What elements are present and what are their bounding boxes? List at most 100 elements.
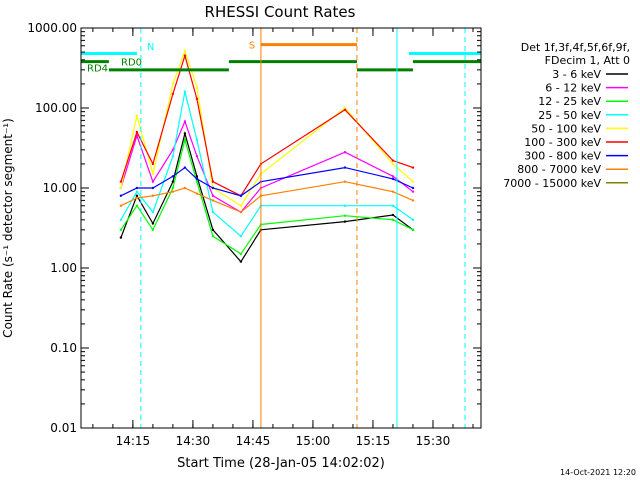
y-tick-label: 10.00 [43, 181, 77, 195]
series-point [151, 172, 155, 176]
series-point [151, 222, 155, 225]
legend-entry-label: 6 - 12 keV [545, 82, 601, 95]
series-point [171, 82, 175, 86]
legend-entry-label: 300 - 800 keV [524, 150, 601, 163]
series-point [391, 190, 395, 193]
series-point [171, 175, 175, 178]
series-point [119, 236, 123, 239]
x-tick-label: 15:15 [356, 434, 391, 448]
series-point [119, 228, 123, 232]
y-tick-label: 100.00 [35, 101, 77, 115]
series-point [195, 175, 199, 178]
legend-header: Det 1f,3f,4f,5f,6f,9f, [521, 41, 630, 54]
series-line [120, 91, 414, 238]
series-point [151, 180, 155, 183]
plot-frame [80, 27, 482, 429]
series-point [239, 252, 243, 256]
series-point [195, 177, 199, 181]
state-bar-label: RD4 [87, 64, 108, 75]
series-point [239, 204, 243, 207]
series-point [211, 180, 215, 183]
series-point [343, 106, 347, 110]
series-point [391, 177, 395, 181]
series-point [151, 194, 155, 197]
series-point [391, 175, 395, 178]
series-point [211, 199, 215, 202]
series-point [135, 194, 139, 197]
series-point [171, 180, 175, 183]
series-point [391, 162, 395, 166]
legend-entry-label: 12 - 25 keV [538, 95, 601, 108]
series-point [195, 138, 199, 142]
x-tick-label: 14:45 [236, 434, 271, 448]
series-point [195, 180, 199, 183]
legend-entry-label: 3 - 6 keV [552, 68, 601, 81]
series-point [171, 154, 175, 158]
series-point [151, 186, 155, 190]
series-point [211, 186, 215, 190]
series-point [195, 86, 199, 89]
series-point [195, 154, 199, 158]
y-tick-label: 0.10 [50, 341, 77, 355]
state-bar-label: S [249, 41, 255, 52]
x-axis: 14:15 14:30 14:45 15:00 15:15 15:30 [92, 28, 474, 448]
x-tick-label: 14:15 [116, 434, 151, 448]
x-tick-label: 14:30 [176, 434, 211, 448]
series-point [211, 234, 215, 238]
series-point [119, 186, 123, 190]
y-tick-label: 1000.00 [27, 21, 77, 35]
series-point [411, 166, 415, 169]
series-line [120, 131, 414, 263]
series-point [183, 186, 187, 190]
series-point [211, 210, 215, 214]
series-point [135, 190, 139, 193]
series-point [239, 260, 243, 263]
series-point [391, 204, 395, 207]
series-point [239, 194, 243, 197]
x-tick-label: 15:30 [416, 434, 451, 448]
series-point [183, 54, 187, 57]
legend: Det 1f,3f,4f,5f,6f,9f,FDecim 1, Att 03 -… [503, 41, 630, 190]
series-point [195, 192, 199, 195]
footer-timestamp: 14-Oct-2021 12:20 [560, 468, 636, 477]
series-point [195, 97, 199, 101]
legend-entry-label: 7000 - 15000 keV [503, 177, 601, 190]
series-point [135, 130, 139, 134]
series-point [343, 180, 347, 183]
series-point [135, 196, 139, 200]
series-point [183, 138, 187, 142]
series-point [239, 234, 243, 238]
marker-label: N [147, 42, 154, 53]
series-point [119, 180, 123, 183]
series-point [411, 186, 415, 190]
annotation-layer: RD0 RD4 S N [81, 28, 481, 428]
series-point [119, 194, 123, 197]
series-line [120, 53, 414, 197]
series-point [411, 180, 415, 183]
series-point [343, 151, 347, 154]
series-point [183, 90, 187, 93]
series-point [211, 194, 215, 197]
y-axis-label: Count Rate (s⁻¹ detector segment⁻¹) [1, 118, 15, 338]
series-line [120, 166, 414, 197]
series-point [151, 162, 155, 166]
series-point [151, 228, 155, 232]
data-layer [119, 48, 415, 263]
series-point [343, 214, 347, 217]
series-point [171, 92, 175, 96]
legend-entry-label: 100 - 300 keV [524, 136, 601, 149]
series-point [211, 228, 215, 232]
series-point [343, 108, 347, 111]
series-point [239, 210, 243, 214]
legend-entry-label: 25 - 50 keV [538, 109, 601, 122]
series-point [343, 166, 347, 169]
series-point [119, 204, 123, 207]
series-point [171, 190, 175, 193]
y-tick-label: 0.01 [50, 421, 77, 435]
series-point [183, 166, 187, 169]
series-point [411, 218, 415, 222]
x-tick-label: 15:00 [296, 434, 331, 448]
series-line [120, 181, 414, 213]
series-point [135, 114, 139, 117]
